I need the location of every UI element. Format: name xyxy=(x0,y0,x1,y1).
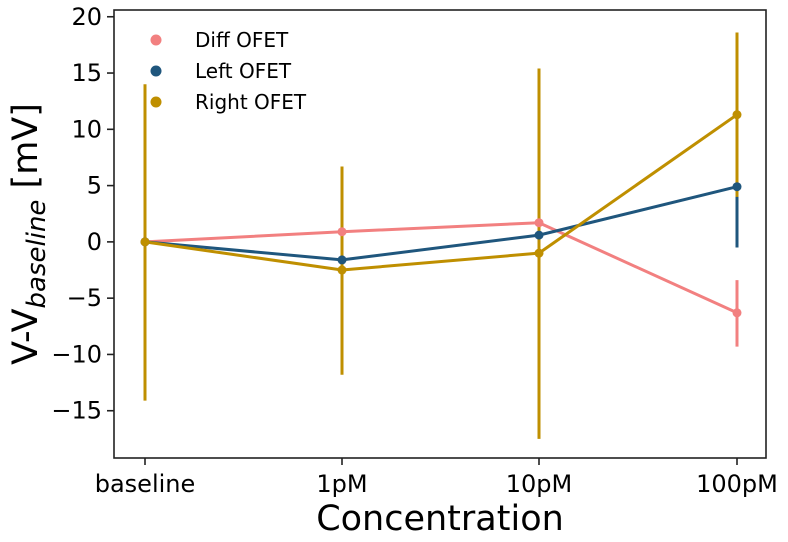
left-ofet-point xyxy=(732,182,742,192)
y-tick-label: −15 xyxy=(51,397,102,425)
left-ofet-point xyxy=(534,230,544,240)
left-ofet-point xyxy=(337,255,347,265)
x-axis-title: Concentration xyxy=(316,499,564,539)
y-axis-title-subscript: baseline xyxy=(22,200,52,309)
y-tick-label: 15 xyxy=(71,59,102,87)
right-ofet-line xyxy=(144,113,738,272)
right-ofet-legend-label: Right OFET xyxy=(195,90,307,114)
left-ofet-legend-label: Left OFET xyxy=(195,59,292,83)
y-axis-ticks: −15 −10 −5 0 5 10 15 20 xyxy=(51,3,114,425)
diff-ofet-legend-marker xyxy=(150,34,162,46)
x-tick-label: 1pM xyxy=(316,470,367,498)
right-ofet-point xyxy=(337,265,347,275)
y-tick-label: −10 xyxy=(51,340,102,368)
y-axis-title: V-Vbaseline [mV] xyxy=(6,103,52,365)
diff-ofet-line xyxy=(144,221,738,315)
right-ofet-point xyxy=(732,110,742,120)
right-ofet-point xyxy=(140,237,150,247)
y-axis-title-main: V-V xyxy=(6,308,46,364)
y-tick-label: 10 xyxy=(71,115,102,143)
y-axis-title-unit: [mV] xyxy=(6,103,46,199)
right-ofet-legend-marker xyxy=(150,96,162,108)
diff-ofet-point xyxy=(534,218,544,228)
x-tick-label: baseline xyxy=(95,470,196,498)
x-tick-label: 10pM xyxy=(506,470,572,498)
y-tick-label: −5 xyxy=(67,284,102,312)
y-tick-label: 0 xyxy=(87,228,102,256)
left-ofet-legend-marker xyxy=(150,65,162,77)
y-tick-label: 20 xyxy=(71,3,102,31)
y-tick-label: 5 xyxy=(87,172,102,200)
data-points xyxy=(140,110,742,318)
left-ofet-line xyxy=(144,185,738,262)
diff-ofet-legend-label: Diff OFET xyxy=(195,28,289,52)
series-lines xyxy=(144,113,738,315)
diff-ofet-point xyxy=(732,308,742,318)
x-tick-label: 100pM xyxy=(696,470,778,498)
right-ofet-point xyxy=(534,248,544,258)
plot-frame xyxy=(113,9,767,459)
legend: Diff OFET Left OFET Right OFET xyxy=(150,28,307,114)
diff-ofet-point xyxy=(337,227,347,237)
x-axis-ticks: baseline 1pM 10pM 100pM xyxy=(95,458,778,498)
